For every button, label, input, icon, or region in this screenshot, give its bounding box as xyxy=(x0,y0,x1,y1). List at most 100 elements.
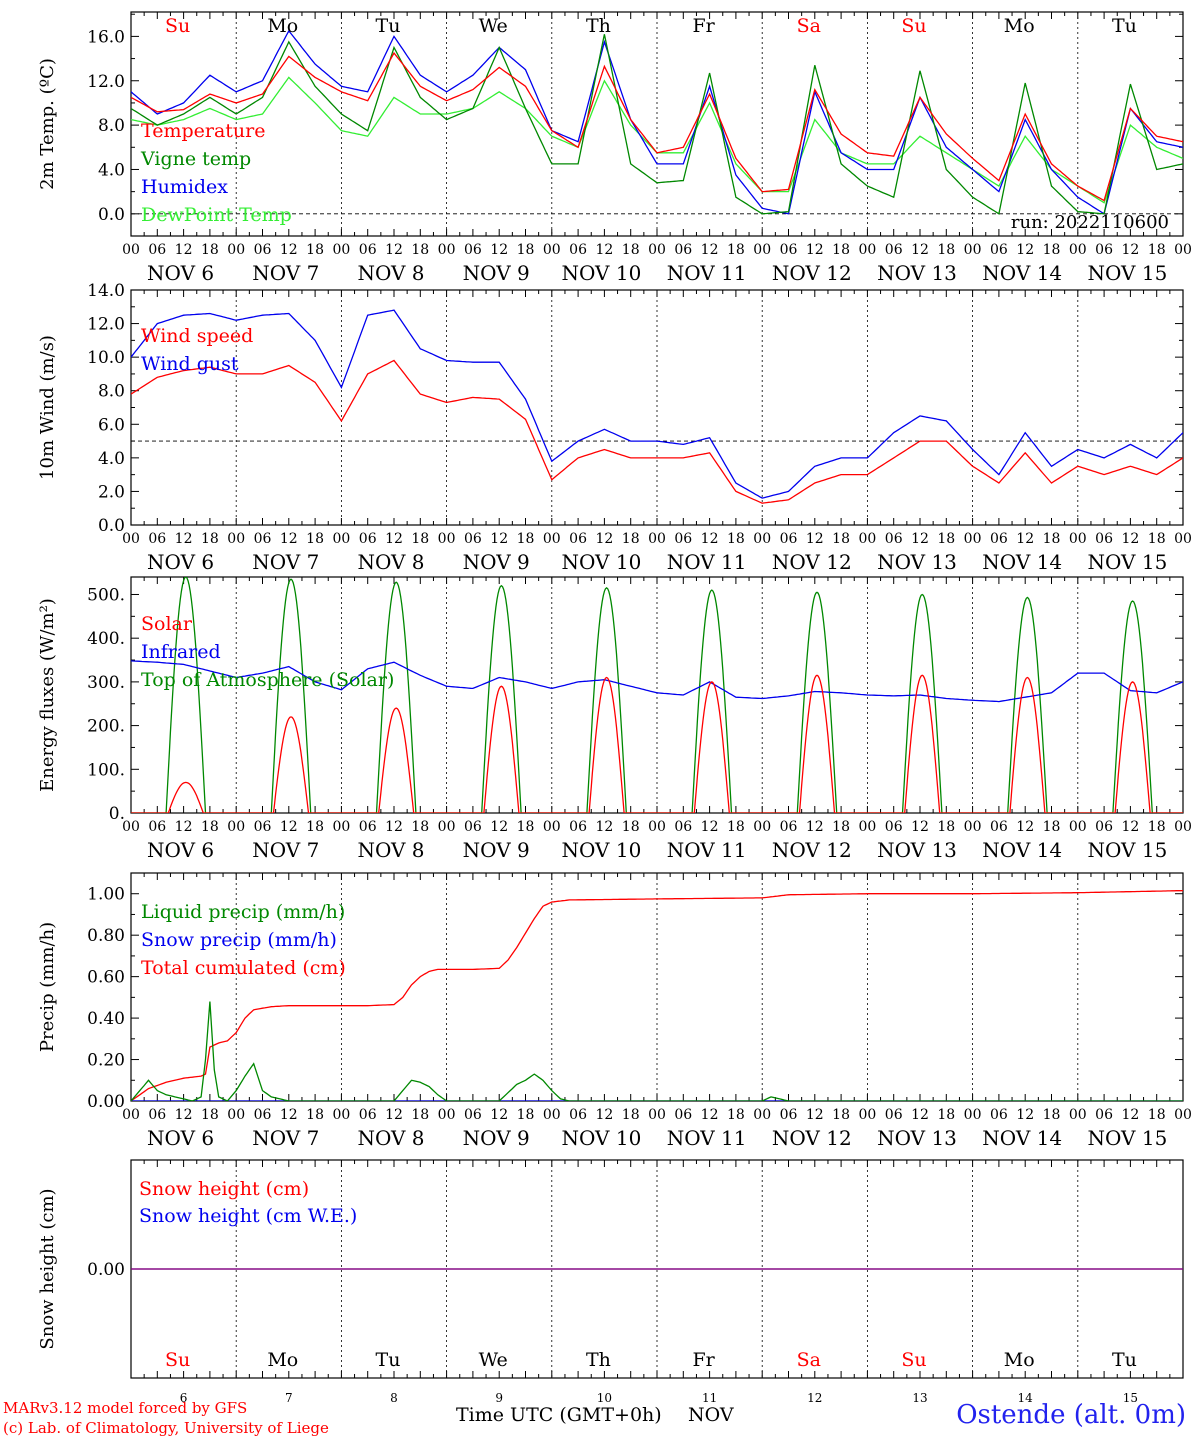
series-line-wind-speed xyxy=(131,359,1183,504)
date-label: NOV 8 xyxy=(357,550,424,574)
day-number-label: 11 xyxy=(702,1391,717,1405)
hour-tick-label: 00 xyxy=(1174,1107,1192,1123)
date-label: NOV 7 xyxy=(252,550,319,574)
hour-tick-label: 00 xyxy=(648,1107,666,1123)
hour-tick-label: 18 xyxy=(832,1107,850,1123)
hour-tick-label: 18 xyxy=(937,819,955,835)
hour-tick-label: 18 xyxy=(1043,531,1061,547)
hour-tick-label: 18 xyxy=(517,1107,535,1123)
day-number-label: 9 xyxy=(495,1391,503,1405)
hour-tick-label: 06 xyxy=(359,819,377,835)
date-label: NOV 13 xyxy=(877,550,957,574)
weekday-label: Mo xyxy=(1004,15,1035,37)
weekday-label: Mo xyxy=(267,1349,298,1371)
hour-tick-label: 12 xyxy=(490,531,508,547)
hour-tick-label: 18 xyxy=(622,1107,640,1123)
series-line-infrared xyxy=(131,660,1183,703)
hour-tick-label: 12 xyxy=(175,242,193,258)
panel-3 xyxy=(130,576,1184,814)
hour-tick-label: 06 xyxy=(780,1107,798,1123)
hour-tick-label: 18 xyxy=(411,1107,429,1123)
hour-tick-label: 18 xyxy=(306,242,324,258)
date-label: NOV 7 xyxy=(252,261,319,285)
hour-tick-label: 12 xyxy=(1121,242,1139,258)
x-axis-month: NOV xyxy=(688,1404,734,1426)
hour-tick-label: 12 xyxy=(175,1107,193,1123)
y-tick-label: 200. xyxy=(87,717,125,737)
date-label: NOV 6 xyxy=(147,838,214,862)
y-tick-label: 500. xyxy=(87,585,125,605)
hour-tick-label: 06 xyxy=(464,819,482,835)
station-name: Ostende (alt. 0m) xyxy=(956,1400,1186,1430)
hour-tick-label: 00 xyxy=(543,242,561,258)
date-label: NOV 9 xyxy=(463,550,530,574)
hour-tick-label: 00 xyxy=(753,531,771,547)
hour-tick-label: 00 xyxy=(438,819,456,835)
weekday-label: Fr xyxy=(692,15,715,37)
y-tick-label: 0.00 xyxy=(87,1092,125,1112)
y-tick-label: 400. xyxy=(87,629,125,649)
hour-tick-label: 18 xyxy=(306,1107,324,1123)
y-tick-label: 0. xyxy=(109,804,125,824)
hour-tick-label: 06 xyxy=(148,531,166,547)
run-annotation: run: 2022110600 xyxy=(1011,212,1169,233)
hour-tick-label: 12 xyxy=(175,819,193,835)
hour-tick-label: 06 xyxy=(1095,1107,1113,1123)
panel-2 xyxy=(130,289,1184,526)
y-axis-label: Energy fluxes (W/m²) xyxy=(37,598,58,792)
hour-tick-label: 00 xyxy=(332,819,350,835)
hour-tick-label: 00 xyxy=(543,819,561,835)
hour-tick-label: 06 xyxy=(148,819,166,835)
hour-tick-label: 06 xyxy=(780,531,798,547)
hour-tick-label: 18 xyxy=(832,819,850,835)
y-tick-label: 300. xyxy=(87,673,125,693)
date-label: NOV 14 xyxy=(982,1126,1062,1150)
hour-tick-label: 18 xyxy=(832,531,850,547)
weekday-label: Tu xyxy=(1112,1349,1137,1371)
legend-entry: Top of Atmosphere (Solar) xyxy=(141,669,394,691)
y-tick-label: 100. xyxy=(87,760,125,780)
weekday-label: Mo xyxy=(267,15,298,37)
hour-tick-label: 00 xyxy=(964,1107,982,1123)
hour-tick-label: 18 xyxy=(411,531,429,547)
hour-tick-label: 06 xyxy=(254,1107,272,1123)
hour-tick-label: 12 xyxy=(911,242,929,258)
hour-tick-label: 00 xyxy=(1069,1107,1087,1123)
series-line-wind-gust xyxy=(131,309,1183,499)
hour-tick-label: 12 xyxy=(701,531,719,547)
hour-tick-label: 06 xyxy=(1095,242,1113,258)
hour-tick-label: 00 xyxy=(227,531,245,547)
y-tick-label: 14.0 xyxy=(87,281,125,301)
date-label: NOV 10 xyxy=(562,1126,642,1150)
weekday-label: Sa xyxy=(797,15,821,37)
hour-tick-label: 12 xyxy=(280,242,298,258)
y-tick-label: 0.40 xyxy=(87,1009,125,1029)
y-tick-label: 0.0 xyxy=(98,516,125,536)
date-label: NOV 15 xyxy=(1088,261,1168,285)
hour-tick-label: 12 xyxy=(595,819,613,835)
weekday-label: Su xyxy=(901,15,926,37)
hour-tick-label: 00 xyxy=(1069,819,1087,835)
weekday-label: Su xyxy=(165,1349,190,1371)
legend-entry: DewPoint Temp xyxy=(141,204,292,226)
hour-tick-label: 00 xyxy=(122,1107,140,1123)
hour-tick-label: 18 xyxy=(517,819,535,835)
hour-tick-label: 18 xyxy=(727,1107,745,1123)
hour-tick-label: 00 xyxy=(438,242,456,258)
date-label: NOV 14 xyxy=(982,550,1062,574)
hour-tick-label: 00 xyxy=(964,819,982,835)
y-axis-label: 10m Wind (m/s) xyxy=(37,335,58,480)
weekday-label: We xyxy=(479,1349,508,1371)
hour-tick-label: 12 xyxy=(280,819,298,835)
hour-tick-label: 00 xyxy=(648,819,666,835)
hour-tick-label: 06 xyxy=(359,1107,377,1123)
date-label: NOV 10 xyxy=(562,838,642,862)
date-label: NOV 13 xyxy=(877,838,957,862)
hour-tick-label: 06 xyxy=(359,242,377,258)
y-axis-label: 2m Temp. (ºC) xyxy=(37,58,58,190)
date-label: NOV 11 xyxy=(667,261,747,285)
hour-tick-label: 12 xyxy=(280,531,298,547)
y-tick-label: 4.0 xyxy=(98,449,125,469)
hour-tick-label: 12 xyxy=(701,819,719,835)
hour-tick-label: 06 xyxy=(569,531,587,547)
